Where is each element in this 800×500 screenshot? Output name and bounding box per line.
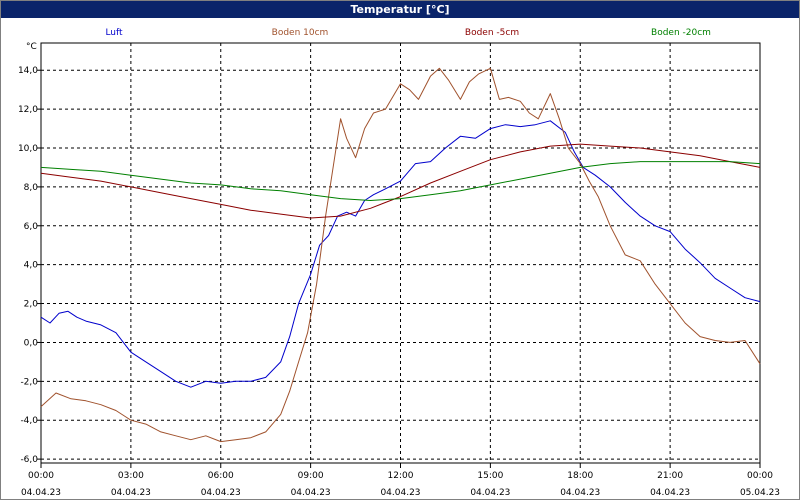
y-tick-label: -2,0 bbox=[20, 377, 38, 387]
x-tick-time-label: 00:00 bbox=[747, 471, 773, 481]
y-axis-unit-label: °C bbox=[26, 42, 37, 52]
series-line-2 bbox=[40, 143, 761, 219]
x-tick-time-label: 18:00 bbox=[567, 471, 593, 481]
y-tick-label: 10,0 bbox=[18, 144, 38, 154]
legend-entry: Boden -5cm bbox=[465, 28, 519, 38]
x-axis: 00:00 04.04.23 03:00 04.04.23 06:00 04.04.23 0… bbox=[21, 463, 780, 498]
y-tick-label: 14,0 bbox=[18, 66, 38, 76]
legend-entry: Boden 10cm bbox=[272, 28, 329, 38]
x-tick-date-label: 04.04.23 bbox=[560, 488, 600, 498]
y-tick-label: 2,0 bbox=[24, 300, 39, 310]
x-tick-time-label: 21:00 bbox=[657, 471, 683, 481]
x-tick-date-label: 04.04.23 bbox=[380, 488, 420, 498]
legend: Luft Boden 10cm Boden -5cm Boden -20cm bbox=[105, 28, 711, 38]
x-tick-time-label: 00:00 bbox=[28, 471, 54, 481]
y-tick-label: -6,0 bbox=[20, 455, 38, 465]
y-tick-label: 12,0 bbox=[18, 105, 38, 115]
series-line-1 bbox=[40, 67, 761, 443]
x-tick-time-label: 03:00 bbox=[118, 471, 144, 481]
x-tick-date-label: 05.04.23 bbox=[740, 488, 780, 498]
chart-title: Temperatur [°C] bbox=[1, 1, 799, 18]
x-tick-date-label: 04.04.23 bbox=[201, 488, 241, 498]
x-tick-time-label: 09:00 bbox=[298, 471, 324, 481]
y-tick-label: 6,0 bbox=[24, 222, 39, 232]
x-tick-date-label: 04.04.23 bbox=[111, 488, 151, 498]
legend-entry: Luft bbox=[105, 28, 123, 38]
series-lines bbox=[40, 67, 761, 443]
series-line-3 bbox=[40, 161, 761, 201]
grid bbox=[41, 43, 760, 463]
y-tick-label: 4,0 bbox=[24, 261, 39, 271]
x-tick-date-label: 04.04.23 bbox=[650, 488, 690, 498]
legend-entry: Boden -20cm bbox=[651, 28, 711, 38]
series-line-0 bbox=[40, 120, 761, 388]
x-tick-date-label: 04.04.23 bbox=[291, 488, 331, 498]
y-tick-label: -4,0 bbox=[20, 416, 38, 426]
x-tick-time-label: 12:00 bbox=[388, 471, 414, 481]
x-tick-date-label: 04.04.23 bbox=[21, 488, 61, 498]
y-tick-label: 8,0 bbox=[24, 183, 39, 193]
x-tick-time-label: 15:00 bbox=[477, 471, 503, 481]
y-tick-label: 0,0 bbox=[24, 338, 39, 348]
y-axis: -6,0 -4,0 -2,0 0,0 2,0 4,0 6,0 8,0 10,0 12,0 14,0 bbox=[18, 66, 41, 465]
x-tick-time-label: 06:00 bbox=[208, 471, 234, 481]
x-tick-date-label: 04.04.23 bbox=[470, 488, 510, 498]
